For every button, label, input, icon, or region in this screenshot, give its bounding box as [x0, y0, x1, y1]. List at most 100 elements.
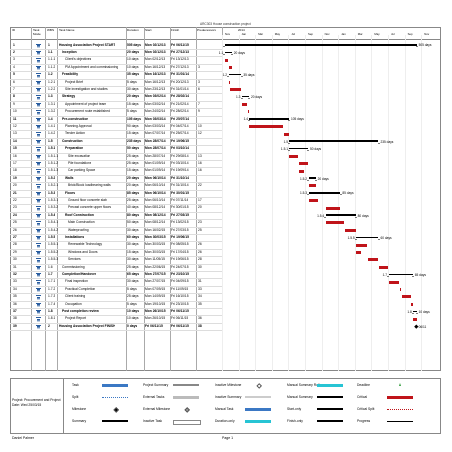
summary-bar[interactable] — [288, 147, 309, 151]
gantt-timeline[interactable]: 2014 Nov Jan Mar May Jul Sep Nov Jan Mar May Jul Se… — [218, 27, 441, 371]
task-row[interactable]: 31 1.6 Commissioning 25 days Mon 22/06/15 Fri… — [10, 264, 222, 271]
task-row[interactable]: 12 1.4.1 Planning Approval 90 days Mon 03/03… — [10, 123, 222, 130]
col-header-duration[interactable]: Duration — [127, 28, 139, 32]
task-row[interactable]: 19 1.5.2 Walls 20 days Mon 06/10/14 Fri 31/10… — [10, 175, 222, 182]
task-row[interactable]: 33 1.7.1 Final inspection 30 days Mon 27/07/… — [10, 278, 222, 285]
task-bar[interactable] — [388, 280, 400, 284]
task-row[interactable]: 20 1.5.2.1 Brick/Block loadbearing walls 20… — [10, 182, 222, 189]
task-finish: Fri 16/10/15 — [171, 294, 189, 299]
task-bar[interactable] — [325, 221, 345, 225]
task-row[interactable]: 5 1.2 Feasibility 35 days Mon 16/12/13 Fri 31… — [10, 71, 222, 78]
task-mode-icon — [36, 65, 41, 69]
task-row[interactable]: 30 1.5.5.3 Services 30 days Mon 11/05/15 Fri … — [10, 256, 222, 263]
task-bar[interactable] — [344, 228, 356, 232]
task-row[interactable]: 36 1.7.4 Occupation 5 days Mon 19/10/15 Fri 2… — [10, 301, 222, 308]
task-duration: 40 days — [127, 205, 139, 210]
task-bar[interactable] — [379, 265, 388, 269]
summary-bar[interactable] — [411, 310, 419, 314]
task-mode-icon — [36, 184, 41, 187]
col-header-predecessors[interactable]: Predecessors — [197, 28, 216, 32]
task-bar[interactable] — [299, 169, 305, 173]
task-row[interactable]: 39 2 Housing Association Project FINISH 0 d… — [10, 323, 222, 330]
task-row[interactable]: 38 1.8.1 Project Report 10 days Mon 26/10/15… — [10, 315, 222, 322]
task-row[interactable]: 2 1.1 Inception 20 days Mon 02/12/13 Fri 27/1… — [10, 49, 222, 56]
task-row[interactable]: 15 1.5.1 Preparation 50 days Mon 28/07/14 Fri… — [10, 145, 222, 152]
task-row[interactable]: 14 1.5 Construction 235 days Mon 28/07/14 Fri… — [10, 138, 222, 145]
task-id: 11 — [13, 116, 17, 121]
col-header-start[interactable]: Start — [145, 28, 152, 32]
task-row[interactable]: 35 1.7.3 Client training 25 days Mon 14/09/1… — [10, 293, 222, 300]
task-bar[interactable] — [399, 287, 402, 291]
task-duration: 235 days — [127, 138, 141, 143]
task-row[interactable]: 25 1.5.4.1 Main Construction 50 days Mon 08/… — [10, 219, 222, 226]
task-row[interactable]: 26 1.5.4.2 Waterproofing 30 days Mon 16/02/1… — [10, 227, 222, 234]
task-id: 36 — [13, 301, 17, 306]
summary-bar[interactable] — [307, 177, 317, 180]
summary-bar[interactable] — [354, 236, 381, 240]
task-row[interactable]: 18 1.5.1.3 Car parking Space 15 days Mon 01/… — [10, 167, 222, 174]
task-row[interactable]: 10 1.3.2 Procurement route established 5 da… — [10, 108, 222, 115]
task-bar[interactable] — [247, 110, 249, 114]
summary-bar[interactable] — [240, 95, 251, 99]
task-row[interactable]: 34 1.7.2 Practical Completion 5 days Mon 07/… — [10, 286, 222, 293]
task-row[interactable]: 7 1.2.2 Site investigation and studies 30 d… — [10, 86, 222, 93]
task-bar[interactable] — [325, 206, 341, 210]
task-bar[interactable] — [224, 58, 228, 62]
summary-bar[interactable] — [248, 118, 291, 121]
col-header-mode[interactable]: Task Mode — [33, 28, 41, 36]
task-row[interactable]: 9 1.3.1 Appointment of project team 15 days… — [10, 101, 222, 108]
task-finish: Fri 13/12/13 — [171, 57, 189, 62]
task-row[interactable]: 11 1.4 Pre-construction 105 days Mon 03/03/1… — [10, 116, 222, 123]
task-bar[interactable] — [356, 243, 368, 247]
col-header-wbs[interactable]: WBS — [47, 28, 55, 32]
task-bar[interactable] — [228, 65, 232, 69]
task-bar[interactable] — [413, 317, 417, 321]
task-bar[interactable] — [356, 250, 362, 254]
task-wbs: 1.7.1 — [48, 279, 56, 284]
task-bar[interactable] — [283, 132, 289, 136]
task-row[interactable]: 6 1.2.1 Project Brief 5 days Mon 16/12/13 Fri… — [10, 79, 222, 86]
summary-bar[interactable] — [288, 140, 380, 143]
task-row[interactable]: 21 1.5.3 Floors 85 days Mon 06/10/14 Fri 30/0… — [10, 190, 222, 197]
task-row[interactable]: 28 1.5.5.1 Renewable Technology 30 days Mon … — [10, 241, 222, 248]
task-bar[interactable] — [299, 162, 308, 166]
col-header-name[interactable]: Task Name — [59, 28, 75, 32]
summary-bar[interactable] — [324, 214, 357, 217]
task-bar[interactable] — [230, 88, 242, 92]
task-row[interactable]: 3 1.1.1 Client's objectives 10 days Mon 02/1… — [10, 56, 222, 63]
summary-bar[interactable] — [307, 192, 342, 195]
bar-wbs-label: 1.2 — [222, 72, 228, 77]
task-row[interactable]: 29 1.5.5.2 Windows and Doors 15 days Mon 30/… — [10, 249, 222, 256]
task-bar[interactable] — [289, 154, 299, 158]
task-id: 23 — [13, 205, 17, 210]
task-row[interactable]: 24 1.5.4 Roof Construction 80 days Mon 08/12… — [10, 212, 222, 219]
task-row[interactable]: 13 1.4.2 Tender Action 15 days Mon 07/07/14 F… — [10, 130, 222, 137]
task-row[interactable]: 23 1.5.3.2 Precast concrete upper floors 40… — [10, 204, 222, 211]
summary-bar[interactable] — [223, 44, 418, 47]
task-bar[interactable] — [308, 184, 316, 188]
task-bar[interactable] — [367, 258, 379, 262]
task-row[interactable]: 1 1 Housing Association Project START 505 d… — [10, 42, 222, 49]
task-row[interactable]: 8 1.3 Strategy 20 days Mon 03/02/14 Fri 28/02… — [10, 93, 222, 100]
task-bar[interactable] — [241, 102, 248, 106]
task-bar[interactable] — [308, 199, 318, 203]
task-row[interactable]: 16 1.5.1.1 Site excavation 25 days Mon 28/07… — [10, 153, 222, 160]
task-predecessors: 16 — [198, 168, 202, 173]
task-row[interactable]: 27 1.5.5 Installations 60 days Mon 30/03/15 F… — [10, 234, 222, 241]
bar-wbs-label: 1.1 — [218, 50, 224, 55]
task-bar[interactable] — [228, 80, 230, 84]
task-row[interactable]: 32 1.7 Completion/Handover 65 days Mon 27/07… — [10, 271, 222, 278]
col-header-finish[interactable]: Finish — [171, 28, 180, 32]
task-row[interactable]: 37 1.8 Post completion review 10 days Mon 26… — [10, 308, 222, 315]
task-bar[interactable] — [249, 125, 284, 129]
summary-bar[interactable] — [387, 273, 415, 277]
col-header-id[interactable]: ID — [12, 28, 16, 32]
task-row[interactable]: 22 1.5.3.1 Ground floor concrete slab 25 da… — [10, 197, 222, 204]
task-row[interactable]: 17 1.5.1.2 Pile foundations 25 days Mon 01/0… — [10, 160, 222, 167]
bar-duration-label: 65 days — [414, 272, 426, 277]
summary-bar[interactable] — [223, 51, 234, 55]
task-bar[interactable] — [401, 295, 411, 299]
summary-bar[interactable] — [227, 73, 243, 77]
task-bar[interactable] — [411, 302, 413, 306]
task-row[interactable]: 4 1.1.2 PM Appointment and commissioning 10… — [10, 64, 222, 71]
